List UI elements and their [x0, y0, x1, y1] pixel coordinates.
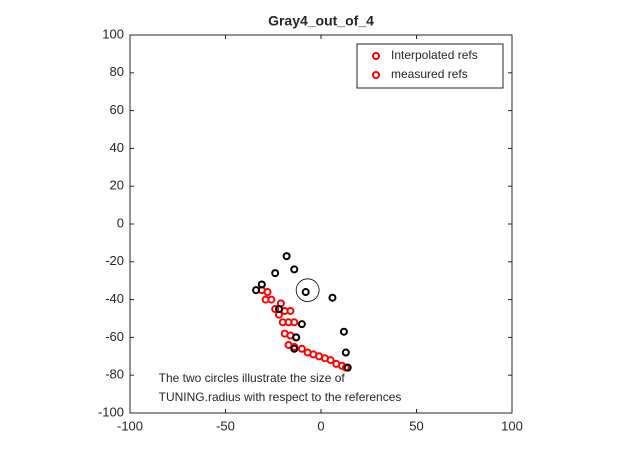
legend-label: measured refs [391, 67, 468, 81]
point [282, 252, 291, 261]
x-tick-label: -100 [117, 418, 143, 433]
point [290, 265, 299, 274]
point [301, 288, 310, 297]
point [339, 327, 348, 336]
point [328, 293, 337, 302]
point [292, 333, 301, 342]
y-tick-label: 60 [110, 102, 124, 117]
annotation: TUNING.radius with respect to the refere… [159, 390, 402, 404]
point [263, 288, 272, 297]
point [267, 295, 276, 304]
y-tick-label: 100 [102, 26, 124, 41]
point [290, 344, 299, 353]
y-tick-label: 0 [117, 215, 124, 230]
point [343, 363, 352, 372]
plot-area [129, 34, 513, 414]
x-tick-label: -50 [216, 418, 235, 433]
point [297, 344, 306, 353]
y-tick-label: -100 [98, 404, 124, 419]
y-tick-label: 20 [110, 178, 124, 193]
legend-box [356, 43, 504, 89]
y-tick-label: 40 [110, 140, 124, 155]
legend-marker [372, 71, 380, 79]
chart-title: Gray4_out_of_4 [268, 13, 374, 29]
point [297, 320, 306, 329]
point [257, 280, 266, 289]
radius-circle [295, 278, 320, 302]
annotation: The two circles illustrate the size of [159, 371, 346, 385]
point [341, 348, 350, 357]
y-tick-label: -60 [105, 329, 124, 344]
x-tick-label: 0 [317, 418, 324, 433]
x-tick-label: 100 [501, 418, 523, 433]
legend-marker [372, 52, 380, 60]
y-tick-label: -80 [105, 367, 124, 382]
x-tick-label: 50 [409, 418, 423, 433]
point [271, 269, 280, 278]
point [274, 305, 283, 314]
y-tick-label: -40 [105, 291, 124, 306]
point [290, 318, 299, 327]
point [252, 286, 261, 295]
y-tick-label: -20 [105, 253, 124, 268]
point [286, 306, 295, 315]
legend-label: Interpolated refs [391, 48, 478, 62]
point [326, 356, 335, 365]
y-tick-label: 80 [110, 64, 124, 79]
point [271, 305, 280, 314]
